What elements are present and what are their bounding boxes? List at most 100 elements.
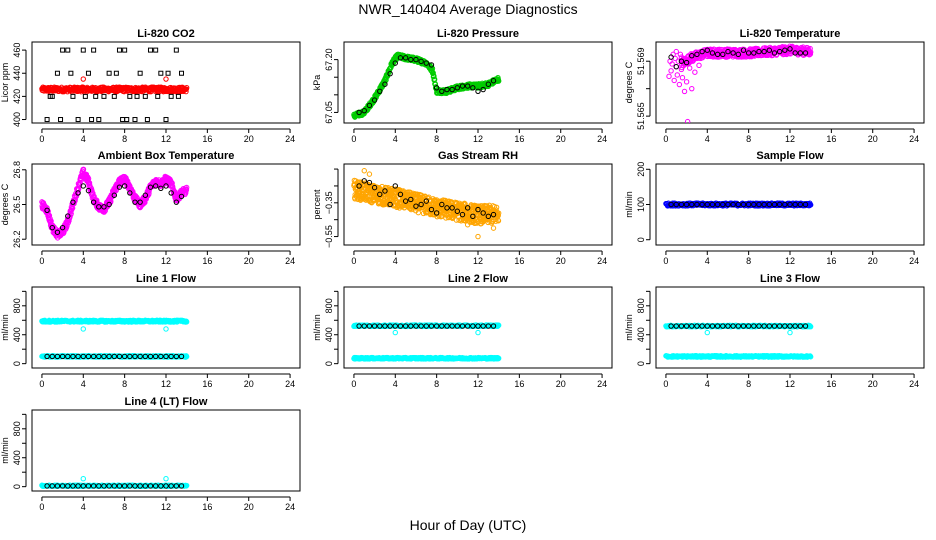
average-point [776, 201, 783, 208]
average-point [165, 70, 171, 76]
average-point [699, 48, 705, 55]
data-layer [663, 322, 814, 360]
average-point [121, 183, 128, 189]
y-tick-label: 400 [324, 327, 334, 342]
average-point [90, 199, 97, 205]
average-point [433, 323, 440, 329]
average-point [106, 353, 112, 360]
data-point [692, 69, 698, 75]
average-point [127, 190, 133, 196]
average-point [153, 47, 159, 53]
average-point [371, 97, 378, 103]
plot-frame [343, 163, 613, 246]
average-point [490, 211, 497, 218]
average-point [356, 323, 362, 329]
x-tick-label: 4 [705, 379, 710, 389]
average-point [392, 323, 398, 329]
x-tick-label: 0 [663, 379, 668, 389]
average-point [116, 353, 123, 360]
average-point [678, 58, 685, 64]
average-point [96, 353, 102, 360]
average-point [449, 86, 455, 93]
data-point [169, 183, 176, 190]
average-point [714, 201, 721, 208]
average-point [745, 50, 752, 56]
data-point [183, 353, 190, 360]
average-point [144, 117, 150, 123]
x-tick-label: 20 [244, 379, 254, 389]
y-tick-label: 400 [12, 112, 22, 127]
average-point [397, 55, 404, 61]
x-tick-label: 12 [473, 379, 483, 389]
chart-title: Gas Stream RH [438, 150, 518, 162]
average-point [60, 47, 66, 53]
average-point [802, 50, 809, 56]
x-tick-label: 0 [351, 379, 356, 389]
x-tick-label: 24 [597, 256, 607, 266]
x-tick-label: 16 [514, 379, 524, 389]
x-tick-label: 20 [556, 379, 566, 389]
average-point [377, 191, 383, 198]
data-point [163, 76, 169, 82]
data-point [666, 73, 672, 80]
average-point [377, 323, 383, 329]
y-axis-label: ml/min [624, 314, 634, 341]
average-point [44, 353, 50, 360]
average-point [402, 198, 409, 204]
data-layer [351, 322, 502, 362]
average-point [464, 83, 471, 89]
x-tick-label: 16 [826, 379, 836, 389]
average-point [75, 117, 81, 123]
average-point [704, 201, 710, 208]
average-point [725, 201, 731, 208]
average-point [423, 323, 430, 329]
x-tick-label: 8 [122, 134, 127, 144]
y-axis-label: Licor ppm [0, 63, 10, 103]
data-point [807, 49, 814, 55]
data-point [677, 51, 684, 58]
average-point [147, 353, 154, 360]
data-point [76, 182, 83, 188]
average-point [470, 85, 476, 91]
y-tick-label: −0.55 [324, 225, 334, 248]
average-point [75, 353, 81, 360]
average-point [44, 117, 50, 123]
data-layer [39, 166, 190, 241]
average-point [147, 184, 154, 190]
data-point [678, 66, 685, 73]
average-point [761, 48, 767, 55]
data-point [430, 70, 436, 76]
average-point [158, 70, 164, 76]
data-layer [666, 43, 814, 123]
x-tick-label: 20 [556, 256, 566, 266]
x-tick-label: 20 [868, 379, 878, 389]
average-point [106, 70, 112, 76]
data-point [169, 180, 175, 186]
average-point [433, 85, 440, 91]
average-point [439, 88, 445, 95]
average-point [454, 323, 461, 329]
data-point [495, 212, 501, 219]
data-point [675, 58, 682, 64]
average-point [137, 70, 143, 76]
average-point [392, 183, 398, 189]
average-point [80, 183, 86, 189]
y-tick-label: 400 [12, 327, 22, 342]
average-point [168, 93, 174, 99]
average-point [454, 85, 461, 91]
data-point [377, 194, 384, 200]
average-point [387, 323, 393, 329]
y-tick-label: 0 [12, 361, 22, 366]
average-point [423, 60, 430, 66]
average-point [163, 117, 169, 123]
y-tick-label: 67.20 [324, 48, 334, 71]
x-tick-label: 16 [202, 256, 212, 266]
average-point [132, 353, 138, 360]
average-point [439, 323, 445, 329]
data-point [696, 62, 702, 69]
y-axis-label: ml/min [312, 314, 322, 341]
average-point [782, 47, 788, 53]
average-point [371, 184, 378, 191]
